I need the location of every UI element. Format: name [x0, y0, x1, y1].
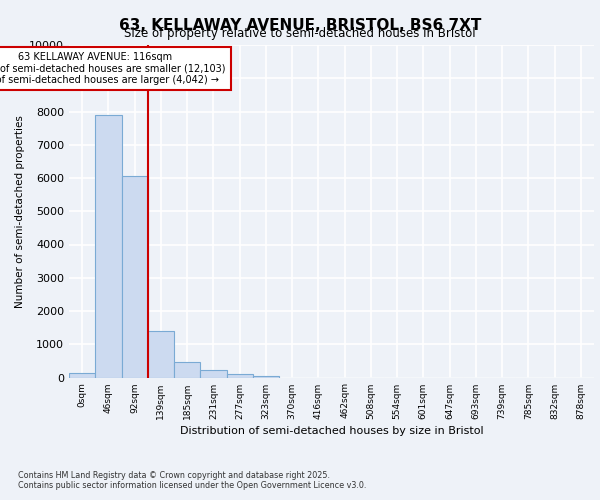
Text: 63, KELLAWAY AVENUE, BRISTOL, BS6 7XT: 63, KELLAWAY AVENUE, BRISTOL, BS6 7XT [119, 18, 481, 32]
Bar [253, 376, 279, 378]
Y-axis label: Number of semi-detached properties: Number of semi-detached properties [15, 115, 25, 308]
Bar [227, 374, 253, 378]
Bar [148, 331, 174, 378]
Bar [200, 370, 227, 378]
Text: Size of property relative to semi-detached houses in Bristol: Size of property relative to semi-detach… [124, 28, 476, 40]
Text: 63 KELLAWAY AVENUE: 116sqm
← 75% of semi-detached houses are smaller (12,103)
25: 63 KELLAWAY AVENUE: 116sqm ← 75% of semi… [0, 52, 226, 85]
Bar [95, 115, 121, 378]
Text: Contains HM Land Registry data © Crown copyright and database right 2025.
Contai: Contains HM Land Registry data © Crown c… [18, 470, 367, 490]
Bar [174, 362, 200, 378]
Bar [121, 176, 148, 378]
Bar [69, 372, 95, 378]
X-axis label: Distribution of semi-detached houses by size in Bristol: Distribution of semi-detached houses by … [179, 426, 484, 436]
